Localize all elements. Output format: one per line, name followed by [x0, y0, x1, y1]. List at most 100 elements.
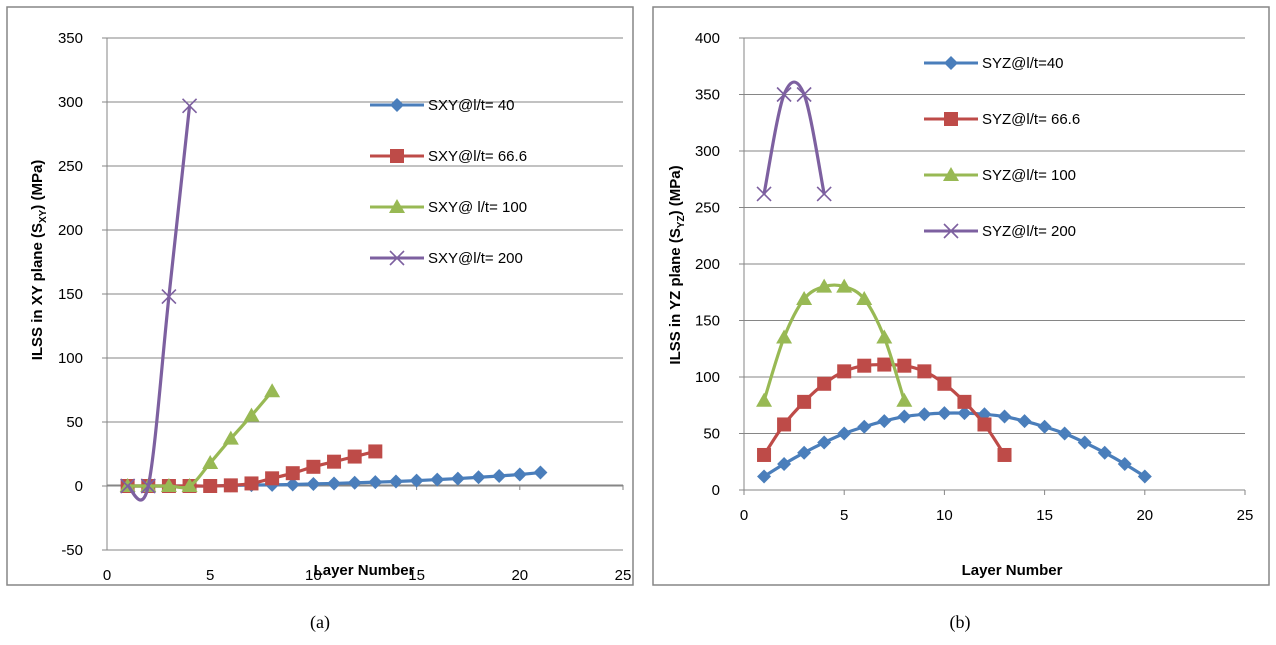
panel-b-legend-marker — [944, 56, 958, 70]
panel-b-data-point — [816, 186, 832, 202]
panel-a-xtick-label: 5 — [206, 567, 214, 584]
panel-b-data-point — [937, 406, 952, 421]
panel-a-data-point — [181, 98, 198, 114]
figure-canvas: Layer Number ILSS in XY plane (SXY) (MPa… — [6, 6, 1270, 586]
panel-a-xlabel: Layer Number — [314, 562, 415, 579]
panel-b-xtick-label: 25 — [1237, 507, 1254, 524]
panel-b-xtick-label: 15 — [1036, 507, 1053, 524]
panel-b-data-point — [917, 364, 932, 379]
panel-a-series-line — [126, 105, 192, 502]
panel-b-ylabel-main: ILSS in YZ plane (S — [667, 228, 684, 364]
panel-a-frame — [6, 6, 634, 586]
panel-b-xtick-label: 20 — [1136, 507, 1153, 524]
panel-b-data-point — [837, 426, 852, 441]
panel-a-data-point — [388, 474, 403, 489]
panel-b-data-point — [837, 364, 852, 379]
panel-b-data-point — [997, 447, 1012, 462]
panel-b-legend-label: SYZ@l/t= 66.6 — [982, 111, 1080, 128]
panel-a-data-point — [222, 430, 239, 445]
panel-a-ytick-label: 350 — [58, 30, 83, 47]
panel-b-data-point — [796, 86, 812, 103]
panel-a-legend-label: SXY@ l/t= 100 — [428, 199, 527, 216]
panel-a-data-point — [450, 471, 465, 486]
panel-a-data-point — [430, 472, 445, 487]
panel-b-ytick-label: 100 — [695, 369, 720, 386]
panel-b-data-point — [977, 417, 992, 432]
panel-a-data-point — [244, 476, 259, 491]
panel-b-data-point — [817, 376, 832, 391]
panel-a-data-point — [327, 476, 342, 491]
panel-b-data-point — [756, 186, 772, 202]
panel-a-data-point — [161, 288, 177, 305]
panel-a-plot: -50 0 50 100 150 200 250 300 350 0 5 10 15 20 25 SXY@l/… — [58, 30, 631, 584]
panel-b-data-point — [817, 435, 832, 450]
panel-b-data-point — [797, 445, 812, 460]
panel-a-xtick-label: 20 — [511, 567, 528, 584]
panel-b-data-point — [797, 394, 812, 409]
panel-a-ytick-label: 300 — [58, 94, 83, 111]
panel-b-ylabel: ILSS in YZ plane (SYZ) (MPa) — [667, 165, 687, 364]
panel-a-legend-label: SXY@l/t= 66.6 — [428, 148, 527, 165]
panel-a-data-point — [512, 467, 527, 482]
panel-a-caption: (a) — [310, 612, 330, 632]
panel-b-ytick-label: 0 — [712, 482, 720, 499]
panel-b-data-point — [776, 329, 793, 344]
panel-a-legend-marker — [390, 98, 404, 112]
panel-b-data-point — [1057, 426, 1072, 441]
panel-a-legend-marker — [390, 149, 404, 163]
panel-b-ytick-label: 350 — [695, 87, 720, 104]
panel-a-data-point — [265, 471, 280, 486]
panel-b-caption: (b) — [949, 612, 971, 632]
panel-b-legend-marker — [944, 112, 958, 126]
panel-b-data-point — [816, 278, 833, 293]
panel-a-legend-marker — [389, 199, 405, 213]
panel-a-xtick-label: 10 — [305, 567, 322, 584]
panel-b-data-point — [957, 406, 972, 421]
panel-a-data-point — [285, 466, 300, 481]
panel-b-data-point — [997, 409, 1012, 424]
panel-a-data-point — [492, 469, 507, 484]
panel-b-ylabel-sub: YZ — [676, 215, 687, 228]
panel-b-data-point — [917, 407, 932, 422]
panel-a-ylabel-main: ILSS in XY plane (S — [29, 223, 46, 360]
panel-a-data-point — [160, 478, 177, 492]
panel-b-data-point — [957, 394, 972, 409]
panel-b-ytick-label: 200 — [695, 256, 720, 273]
panel-b-data-point — [856, 291, 873, 306]
panel-b-data-point — [756, 392, 773, 407]
panel-a-data-point — [306, 459, 321, 474]
panel-b-data-point — [1097, 445, 1112, 460]
panel-a-data-point — [285, 477, 300, 492]
panel-b-data-point — [897, 358, 912, 373]
panel-b-data-point — [777, 417, 792, 432]
panel-b-data-point — [1137, 469, 1152, 484]
panel-b-ytick-label: 150 — [695, 313, 720, 330]
panel-b-data-point — [1077, 435, 1092, 450]
panel-b-frame — [652, 6, 1270, 586]
panel-b-xtick-label: 10 — [936, 507, 953, 524]
panel-a-data-point — [120, 478, 136, 494]
panel-b-xtick-label: 5 — [840, 507, 848, 524]
panel-b-data-point — [877, 357, 892, 372]
panel-a-data-point — [347, 449, 362, 464]
panel-b-legend-marker — [943, 167, 959, 181]
panel-b-data-point — [757, 447, 772, 462]
panel-a-xtick-label: 25 — [615, 567, 632, 584]
panel-a-data-point — [243, 407, 260, 422]
panel-b-ytick-label: 300 — [695, 143, 720, 160]
panel-b-ytick-label: 50 — [703, 426, 720, 443]
panel-b-data-point — [757, 469, 772, 484]
panel-a-ylabel: ILSS in XY plane (SXY) (MPa) — [29, 160, 49, 361]
panel-b-plot: 0 50 100 150 200 250 300 350 400 0 5 10 15 20 25 SYZ@l/… — [695, 30, 1253, 524]
panel-a-data-point — [347, 475, 362, 490]
panel-a-data-point — [306, 476, 321, 491]
panel-b-data-point — [1117, 457, 1132, 472]
panel-a-data-point — [368, 444, 383, 459]
panel-b-data-point — [777, 457, 792, 472]
panel-a-xtick-label: 0 — [103, 567, 111, 584]
panel-b-data-point — [876, 329, 893, 344]
panel-b-data-point — [776, 86, 792, 103]
panel-b-series-line — [762, 362, 1006, 456]
panel-b-data-point — [877, 414, 892, 429]
panel-a-data-point — [223, 478, 238, 493]
